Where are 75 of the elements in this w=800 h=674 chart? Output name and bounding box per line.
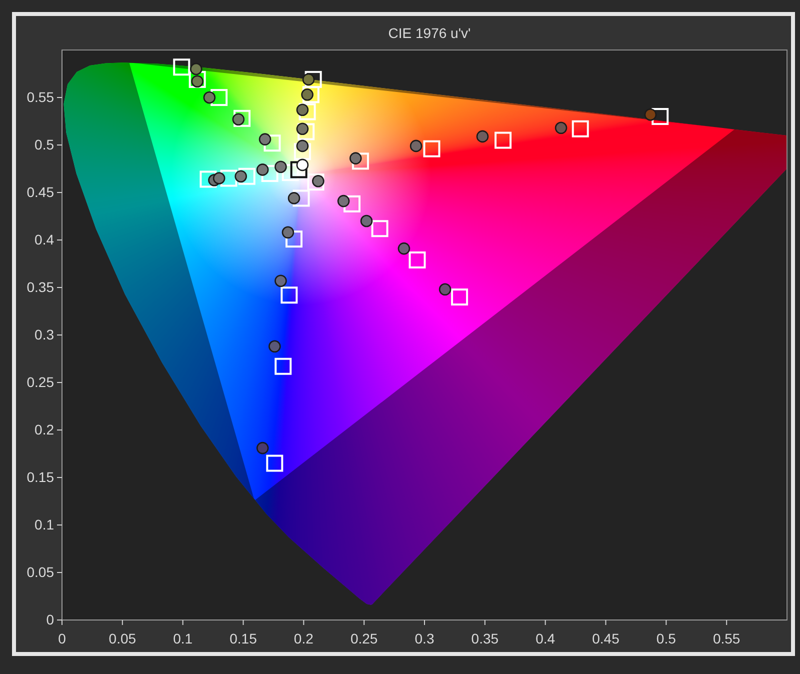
point <box>203 91 216 104</box>
point <box>266 454 284 472</box>
y-tick-label: 0.2 <box>34 421 54 438</box>
point <box>238 168 256 185</box>
point <box>337 194 350 208</box>
point <box>234 110 251 127</box>
x-tick-label: 0.2 <box>294 630 314 646</box>
point <box>410 140 422 152</box>
x-tick-label: 0.4 <box>536 630 556 646</box>
x-tick-label: 0.1 <box>173 630 193 646</box>
point <box>256 442 269 454</box>
point <box>210 89 228 106</box>
point <box>261 165 278 182</box>
point <box>554 122 568 134</box>
point <box>344 195 360 212</box>
point <box>398 242 410 255</box>
point <box>438 283 452 296</box>
y-tick-label: 0.45 <box>26 184 54 200</box>
y-tick-label: 0.4 <box>34 231 54 248</box>
point <box>476 130 489 143</box>
point <box>220 170 238 187</box>
point <box>352 152 369 170</box>
x-tick-label: 0.35 <box>471 630 499 646</box>
point <box>423 140 440 158</box>
x-tick-label: 0 <box>58 630 66 646</box>
point <box>288 192 300 204</box>
point <box>360 214 373 228</box>
point <box>258 133 272 146</box>
point <box>408 251 426 268</box>
x-tick-label: 0.05 <box>108 630 136 646</box>
point <box>298 103 316 120</box>
point <box>304 70 322 88</box>
x-tick-label: 0.15 <box>230 630 258 646</box>
y-tick-label: 0.5 <box>34 136 54 152</box>
y-tick-label: 0.1 <box>34 516 54 532</box>
point <box>274 274 287 287</box>
point <box>188 70 206 88</box>
point <box>494 132 512 149</box>
point <box>280 286 298 304</box>
y-tick-label: 0.15 <box>26 468 54 485</box>
y-tick-label: 0.3 <box>34 326 54 342</box>
point <box>282 226 294 239</box>
y-tick-label: 0.55 <box>26 88 54 105</box>
point <box>572 120 589 138</box>
point <box>200 170 217 188</box>
point <box>274 358 292 375</box>
chart-title: CIE 1976 u'v' <box>388 25 471 41</box>
point <box>371 220 388 238</box>
point <box>294 143 311 160</box>
point <box>212 172 226 184</box>
point <box>292 190 310 207</box>
x-tick-label: 0.5 <box>656 630 676 646</box>
point <box>268 340 281 353</box>
point <box>286 230 302 248</box>
point <box>298 123 315 140</box>
point <box>173 58 190 76</box>
point <box>290 161 308 178</box>
point <box>190 62 202 76</box>
x-tick-label: 0.45 <box>592 630 620 646</box>
x-tick-label: 0.55 <box>712 630 740 646</box>
y-tick-label: 0 <box>46 611 54 628</box>
point <box>644 108 657 121</box>
point <box>282 164 299 182</box>
y-tick-label: 0.25 <box>26 374 54 390</box>
y-tick-label: 0.05 <box>26 564 54 580</box>
x-tick-label: 0.3 <box>414 630 434 646</box>
point <box>307 174 324 191</box>
point <box>652 108 669 125</box>
y-tick-label: 0.35 <box>26 278 54 295</box>
point <box>274 160 287 173</box>
x-tick-label: 0.25 <box>350 630 378 646</box>
point <box>302 86 320 104</box>
point <box>264 134 281 152</box>
point <box>451 288 468 306</box>
point <box>256 164 269 176</box>
